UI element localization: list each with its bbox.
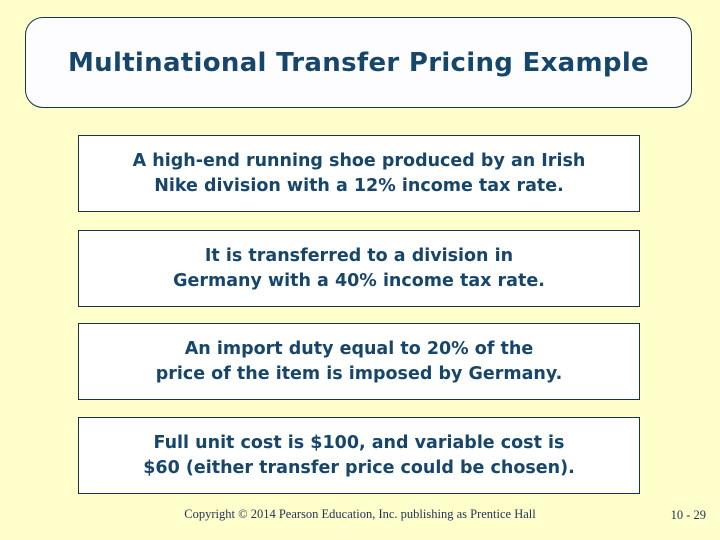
statement-box-import-duty: An import duty equal to 20% of the price… <box>78 323 640 400</box>
statement-line: A high-end running shoe produced by an I… <box>132 151 586 171</box>
statement-line: An import duty equal to 20% of the <box>184 339 534 359</box>
statement-line: Nike division with a 12% income tax rate… <box>154 175 564 196</box>
statement-line: It is transferred to a division in <box>204 246 514 266</box>
statement-box-unit-cost: Full unit cost is $100, and variable cos… <box>78 417 640 494</box>
copyright-text: Copyright © 2014 Pearson Education, Inc.… <box>184 507 536 521</box>
slide-title: Multinational Transfer Pricing Example <box>68 47 649 78</box>
slide-footer: Copyright © 2014 Pearson Education, Inc.… <box>0 507 720 529</box>
statement-line: $60 (either transfer price could be chos… <box>143 457 575 478</box>
statement-line: Germany with a 40% income tax rate. <box>173 270 545 291</box>
page-number: 10 - 29 <box>670 508 706 522</box>
statement-box-german-division: It is transferred to a division in Germa… <box>78 230 640 307</box>
statement-line: Full unit cost is $100, and variable cos… <box>153 433 565 453</box>
statement-line: price of the item is imposed by Germany. <box>155 363 563 384</box>
title-box: Multinational Transfer Pricing Example <box>25 17 692 108</box>
statement-box-irish-division: A high-end running shoe produced by an I… <box>78 135 640 212</box>
